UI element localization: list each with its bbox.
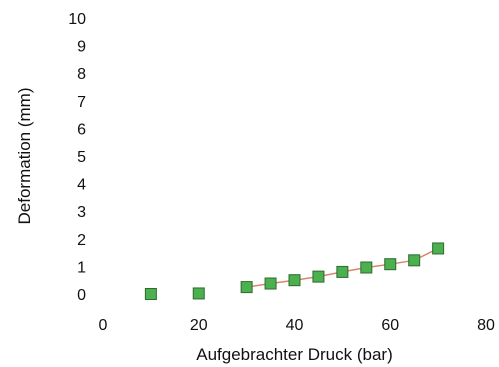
data-point <box>288 274 301 287</box>
y-tick-label: 7 <box>77 94 86 111</box>
y-tick-label: 2 <box>77 232 86 249</box>
y-tick-label: 0 <box>77 287 86 304</box>
data-point <box>336 265 349 278</box>
data-point <box>312 270 325 283</box>
x-tick-label: 80 <box>477 317 495 334</box>
y-tick-label: 5 <box>77 149 86 166</box>
y-tick-label: 1 <box>77 259 86 276</box>
data-point <box>192 287 205 300</box>
data-point <box>240 281 253 294</box>
y-tick-label: 8 <box>77 66 86 83</box>
x-axis-ticks: 0 20 40 60 80 <box>99 317 495 334</box>
x-tick-label: 60 <box>381 317 399 334</box>
data-point <box>384 258 397 271</box>
y-tick-label: 3 <box>77 204 86 221</box>
y-tick-label: 4 <box>77 177 86 194</box>
y-axis-label: Deformation (mm) <box>15 88 34 225</box>
data-point <box>360 261 373 274</box>
x-tick-label: 40 <box>286 317 304 334</box>
y-axis-ticks: 0 1 2 3 4 5 6 7 8 9 10 <box>68 11 86 304</box>
x-tick-label: 0 <box>99 317 108 334</box>
x-tick-label: 20 <box>190 317 208 334</box>
data-point <box>144 288 157 300</box>
data-points <box>144 242 445 300</box>
data-point <box>408 254 421 267</box>
y-tick-label: 10 <box>68 11 86 28</box>
data-point <box>432 242 445 255</box>
y-tick-label: 6 <box>77 121 86 138</box>
y-tick-label: 9 <box>77 39 86 56</box>
data-point <box>264 277 277 290</box>
x-axis-label: Aufgebrachter Druck (bar) <box>196 345 393 364</box>
